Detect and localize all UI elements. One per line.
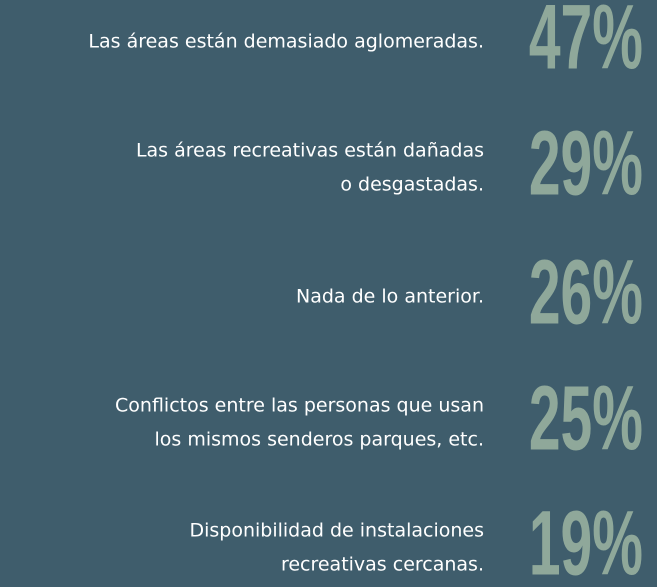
percentage: 19% — [529, 493, 643, 587]
percentage: 29% — [529, 113, 643, 215]
statement-line: o desgastadas. — [340, 174, 484, 196]
statement-line: recreativas cercanas. — [281, 554, 484, 576]
percentage: 25% — [529, 368, 643, 470]
percentage: 26% — [529, 242, 643, 344]
percentage: 47% — [529, 0, 643, 89]
statement-line: los mismos senderos parques, etc. — [154, 429, 484, 451]
statement-line: Disponibilidad de instalaciones — [189, 520, 484, 542]
statement-line: Las áreas están demasiado aglomeradas. — [88, 31, 484, 53]
statement-line: Las áreas recreativas están dañadas — [136, 140, 484, 162]
statement-line: Conflictos entre las personas que usan — [115, 395, 484, 417]
statement-line: Nada de lo anterior. — [296, 286, 484, 308]
